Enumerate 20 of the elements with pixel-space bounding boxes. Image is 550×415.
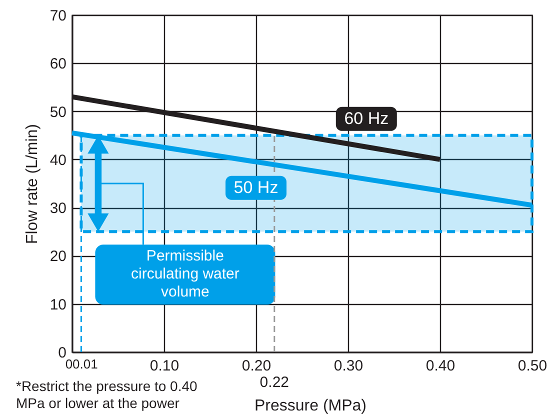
y-tick-label: 40 bbox=[50, 152, 66, 169]
x-tick-label: 0.50 bbox=[518, 358, 548, 374]
y-axis-title: Flow rate (L/min) bbox=[24, 124, 41, 244]
x-axis-title: Pressure (MPa) bbox=[254, 398, 367, 414]
y-tick-label: 30 bbox=[50, 200, 66, 218]
series-label: 60 Hz bbox=[344, 108, 389, 128]
x-tick-label: 0.01 bbox=[72, 356, 98, 372]
x-tick-label: 0.10 bbox=[150, 358, 180, 374]
ref-line-label: 0.22 bbox=[260, 374, 289, 391]
y-tick-label: 70 bbox=[50, 8, 66, 24]
y-tick-label: 60 bbox=[50, 56, 66, 73]
band-label: Permissible circulating water volume bbox=[131, 248, 240, 301]
y-tick-label: 50 bbox=[50, 104, 66, 121]
x-tick-label: 0.20 bbox=[242, 358, 272, 374]
series-label: 50 Hz bbox=[234, 178, 278, 197]
y-tick-label: 20 bbox=[50, 248, 66, 266]
x-tick-label: 0.30 bbox=[334, 358, 364, 374]
x-tick-label: 0.40 bbox=[426, 358, 456, 374]
text: *Restrict the pressure to 0.40 MPa or lower at the power bbox=[16, 378, 198, 411]
y-tick-label: 10 bbox=[50, 296, 66, 314]
